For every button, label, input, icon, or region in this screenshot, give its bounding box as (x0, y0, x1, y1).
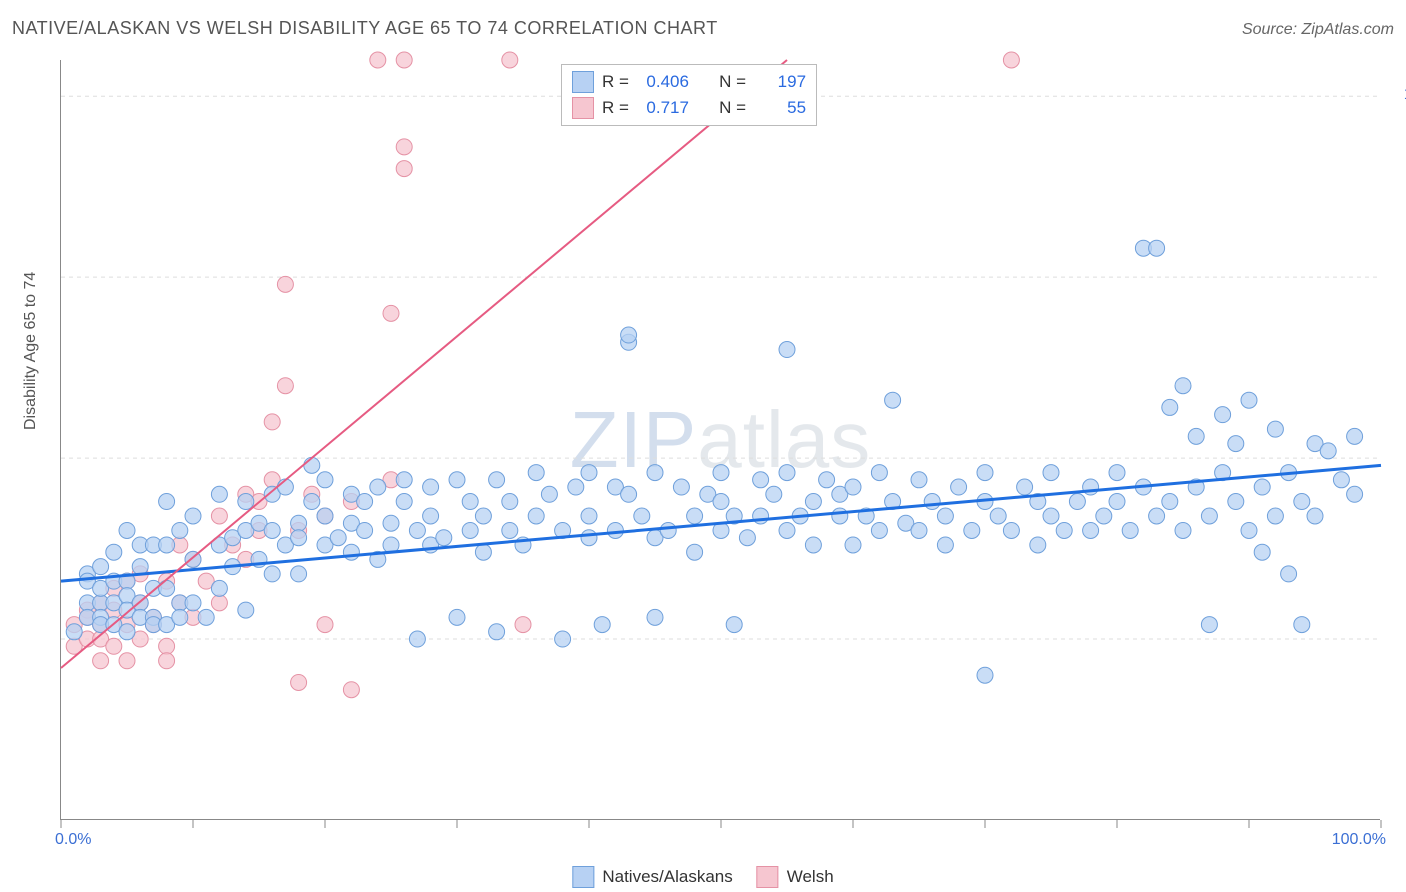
x-tick-label-left: 0.0% (55, 831, 91, 849)
chart-title: NATIVE/ALASKAN VS WELSH DISABILITY AGE 6… (12, 18, 718, 39)
legend-series-item: Welsh (757, 866, 834, 888)
y-tick-label: 50.0% (1388, 448, 1406, 466)
correlation-legend: R =0.406 N =197R =0.717 N =55 (561, 64, 817, 126)
legend-swatch (572, 71, 594, 93)
legend-stat-row: R =0.717 N =55 (572, 95, 806, 121)
legend-series-label: Natives/Alaskans (602, 867, 732, 887)
legend-series-item: Natives/Alaskans (572, 866, 732, 888)
y-axis-label: Disability Age 65 to 74 (22, 272, 40, 430)
chart-plot-area: ZIPatlas R =0.406 N =197R =0.717 N =55 2… (60, 60, 1380, 820)
legend-swatch (572, 866, 594, 888)
chart-source: Source: ZipAtlas.com (1242, 21, 1394, 39)
legend-stat-row: R =0.406 N =197 (572, 69, 806, 95)
legend-series-label: Welsh (787, 867, 834, 887)
y-tick-label: 75.0% (1388, 267, 1406, 285)
scatter-svg (61, 60, 1380, 819)
legend-swatch (757, 866, 779, 888)
legend-swatch (572, 97, 594, 119)
x-tick-label-right: 100.0% (1332, 831, 1386, 849)
y-tick-label: 100.0% (1388, 86, 1406, 104)
y-tick-label: 25.0% (1388, 629, 1406, 647)
series-legend: Natives/Alaskans Welsh (572, 866, 833, 888)
